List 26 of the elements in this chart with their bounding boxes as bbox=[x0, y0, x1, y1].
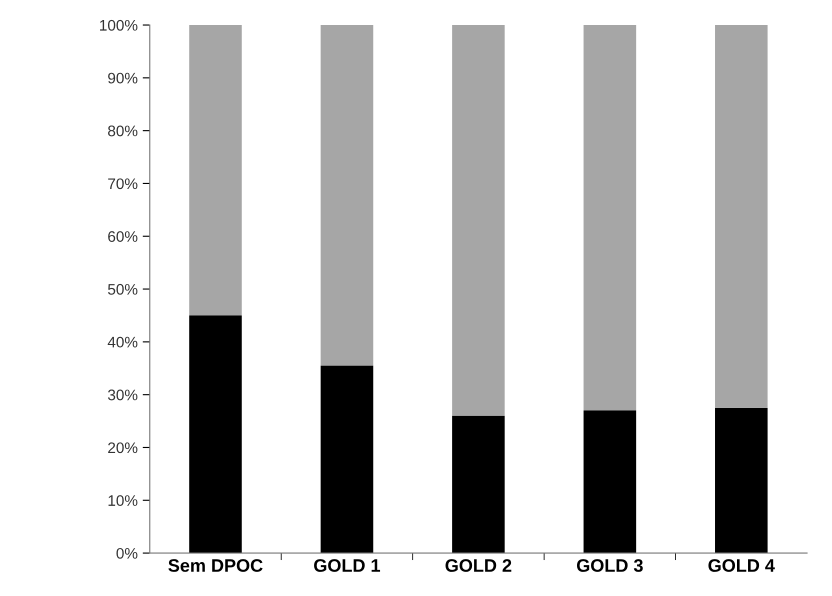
y-tick-label: 20% bbox=[108, 442, 138, 454]
y-tick-label: 80% bbox=[108, 126, 138, 136]
y-tick-label: 0% bbox=[116, 548, 138, 559]
y-tick-label: 10% bbox=[108, 495, 138, 506]
y-tick-label: 40% bbox=[108, 336, 138, 348]
bar bbox=[584, 25, 636, 411]
bar bbox=[189, 25, 242, 316]
x-tick-label: GOLD 1 bbox=[314, 559, 380, 572]
bar bbox=[584, 410, 636, 554]
bar bbox=[452, 416, 505, 554]
y-tick-label: 70% bbox=[108, 178, 138, 190]
x-tick-label: Sem DPOC bbox=[168, 559, 263, 572]
y-tick-label: 30% bbox=[108, 390, 138, 400]
y-tick-label: 60% bbox=[108, 231, 138, 242]
x-tick-label: GOLD 3 bbox=[576, 559, 643, 572]
y-tick-label: 90% bbox=[108, 72, 138, 84]
bar bbox=[320, 25, 374, 366]
bar bbox=[452, 25, 505, 416]
bar bbox=[320, 366, 374, 554]
bar bbox=[715, 408, 768, 554]
x-tick-label: GOLD 4 bbox=[708, 559, 775, 572]
y-tick-label: 100% bbox=[100, 20, 138, 31]
x-tick-label: GOLD 2 bbox=[446, 559, 512, 572]
bar bbox=[715, 25, 768, 408]
y-tick-label: 50% bbox=[108, 284, 138, 295]
bar bbox=[189, 315, 242, 554]
